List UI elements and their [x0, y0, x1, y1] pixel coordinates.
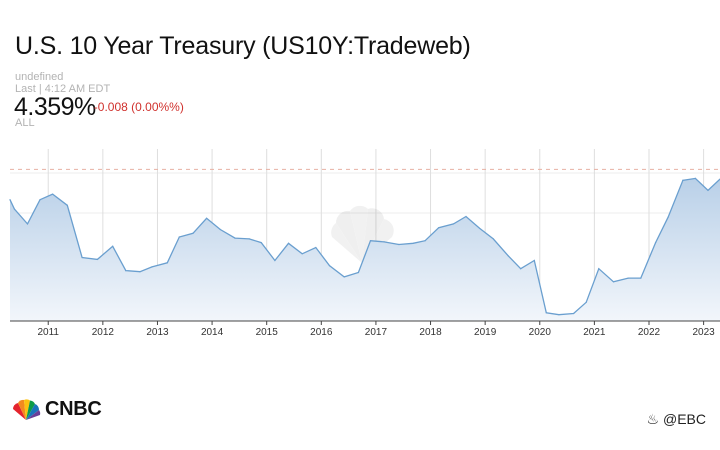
data-point [640, 277, 642, 279]
data-point [151, 266, 153, 268]
data-point [369, 240, 372, 242]
data-point [13, 208, 15, 210]
peacock-icon [12, 398, 41, 420]
data-point [139, 271, 141, 273]
data-point [287, 242, 290, 244]
data-point [178, 236, 180, 238]
data-point [558, 314, 560, 316]
x-tick-label: 2015 [256, 327, 279, 338]
x-tick-label: 2020 [529, 327, 552, 338]
data-point [520, 268, 522, 270]
data-point [219, 228, 221, 231]
data-point [452, 223, 455, 225]
data-point [533, 259, 535, 262]
data-point [125, 270, 127, 272]
range-selector[interactable]: ALL [15, 117, 35, 129]
cnbc-logo: CNBC [10, 398, 102, 421]
x-tick-label: 2012 [92, 327, 115, 338]
data-point [26, 223, 29, 225]
data-point [166, 262, 168, 264]
data-point [424, 240, 426, 242]
data-point [234, 237, 236, 239]
data-point [694, 177, 697, 179]
data-point [343, 276, 345, 278]
data-point [507, 255, 509, 257]
data-point [573, 312, 575, 315]
price-change: -0.008 (0.00%%) [93, 100, 184, 114]
data-point [383, 241, 385, 243]
data-point [545, 312, 547, 314]
data-point [667, 216, 669, 218]
data-point [612, 281, 615, 283]
x-tick-label: 2017 [365, 327, 388, 338]
data-point [492, 238, 494, 240]
data-point [206, 217, 208, 219]
data-point [52, 193, 54, 195]
data-point [66, 204, 68, 206]
x-tick-label: 2011 [37, 327, 59, 338]
last-trade-time: Last | 4:12 AM EDT [15, 83, 111, 95]
data-point [96, 258, 98, 260]
data-point [315, 246, 317, 249]
x-tick-label: 2018 [419, 327, 442, 338]
data-point [598, 268, 600, 270]
yield-area [10, 178, 720, 321]
data-point [192, 232, 194, 234]
data-point [112, 245, 114, 247]
data-point [260, 242, 262, 244]
source-line: undefined [15, 71, 64, 83]
data-point [301, 253, 303, 255]
data-point [465, 215, 467, 218]
x-tick-label: 2014 [201, 327, 224, 338]
x-axis-ticks: 2011 2012 2013 2014 2015 2016 2017 2018 2019 2020… [37, 321, 715, 338]
brand-name: CNBC [45, 398, 102, 420]
x-tick-label: 2013 [146, 327, 169, 338]
data-point [682, 179, 684, 181]
page-title: U.S. 10 Year Treasury (US10Y:Tradeweb) [15, 32, 471, 60]
data-point [357, 271, 360, 274]
data-point [81, 256, 83, 259]
data-point [248, 238, 250, 240]
data-point [707, 189, 709, 191]
data-point [585, 301, 587, 303]
quote-row: 4.359%-0.008 (0.00%%) [14, 93, 184, 122]
data-point [654, 242, 657, 244]
x-tick-label: 2016 [310, 327, 333, 338]
last-price: 4.359% [14, 93, 96, 121]
data-point [412, 242, 414, 244]
data-point [438, 227, 440, 229]
yield-line [9, 177, 720, 316]
x-tick-label: 2019 [474, 327, 497, 338]
data-point [39, 199, 41, 201]
data-point [398, 243, 400, 246]
data-point [479, 227, 481, 230]
yield-chart: CNBC 20112012201320142015201620172018201… [9, 149, 720, 338]
data-point [627, 277, 629, 279]
x-tick-label: 2022 [638, 327, 661, 338]
data-point [9, 199, 11, 201]
data-point [328, 265, 331, 267]
watermark-credit: ♨ @EBC [646, 411, 706, 427]
x-tick-label: 2023 [692, 327, 715, 338]
x-tick-label: 2021 [583, 327, 606, 338]
data-point [274, 259, 276, 262]
